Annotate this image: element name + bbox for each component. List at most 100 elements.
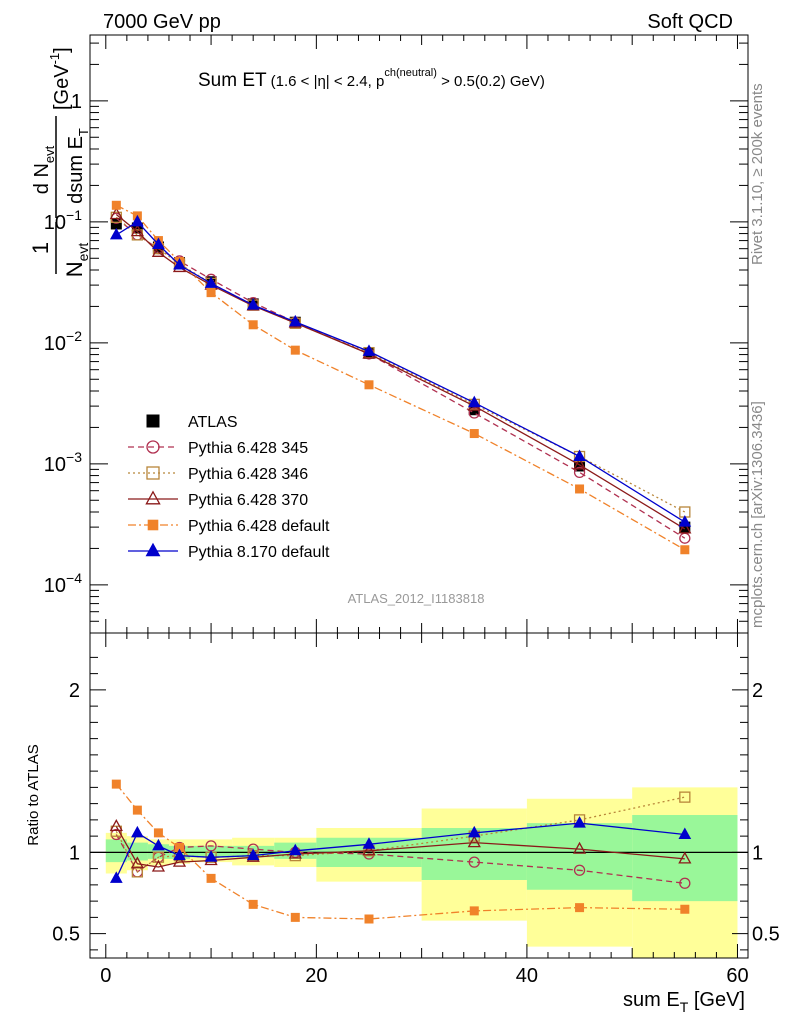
main-panel: 110−110−210−310−4 Sum ET (1.6 < |η| < 2.4… xyxy=(28,34,749,634)
ratio-xtick-label-1: 20 xyxy=(305,965,327,987)
ratio-point-3-6 xyxy=(290,912,300,922)
ratio-point-4-7 xyxy=(362,837,376,849)
ratio-point-4-8 xyxy=(467,825,481,838)
ratio-point-3-10 xyxy=(680,904,690,914)
ratio-series-3 xyxy=(111,779,690,924)
legend-entry-4: Pythia 6.428 default xyxy=(128,518,330,535)
title-suffix: > 0.5(0.2) GeV) xyxy=(437,73,545,90)
main-point-1-8 xyxy=(468,407,480,419)
main-point-1-10 xyxy=(679,532,691,544)
main-point-5-1 xyxy=(131,214,144,227)
legend-entry-3: Pythia 6.428 370 xyxy=(128,490,308,509)
ratio-band-green-0 xyxy=(105,839,127,863)
legend-marker-3 xyxy=(145,490,161,505)
main-ytick-base-1: 10 xyxy=(44,212,66,234)
ratio-point-3-2 xyxy=(153,828,163,838)
ratio-point-4-10 xyxy=(678,827,692,839)
ratio-point-4-9 xyxy=(573,816,586,828)
ratio-xtick-label-0: 0 xyxy=(100,965,111,987)
ratio-point-1-1 xyxy=(131,866,144,878)
ratio-xtick-label-2: 40 xyxy=(516,965,538,987)
ratio-point-4-6 xyxy=(288,843,302,856)
ratio-frame xyxy=(89,632,749,959)
legend-entry-1: Pythia 6.428 345 xyxy=(128,440,308,457)
header-right-label: Soft QCD xyxy=(647,11,733,33)
ratio-point-4-4 xyxy=(204,850,218,862)
ratio-point-4-1 xyxy=(131,825,144,838)
main-point-4-10 xyxy=(680,545,690,555)
main-point-5-3 xyxy=(173,257,186,270)
ratio-xlabel: sum ET [GeV] xyxy=(623,989,745,1015)
ratio-point-0-9 xyxy=(573,864,586,876)
title-main: Sum ET xyxy=(198,70,267,91)
ratio-point-3-4 xyxy=(206,873,216,883)
ratio-point-4-3 xyxy=(173,848,186,861)
ratio-point-2-2 xyxy=(151,859,166,872)
ratio-ytick-label-1: 1 xyxy=(69,842,80,864)
ylabel-n-text: N xyxy=(62,261,87,277)
main-ytick-exp-1: −1 xyxy=(66,207,82,223)
main-series-3 xyxy=(109,207,692,534)
main-point-1-9 xyxy=(573,466,586,479)
xlabel-sub: T xyxy=(680,999,689,1015)
main-point-4-0 xyxy=(111,200,121,210)
ratio-point-4-5 xyxy=(246,848,260,861)
ratio-point-0-8 xyxy=(468,856,480,868)
ratio-point-1-0 xyxy=(110,825,122,837)
main-series-line-1 xyxy=(115,217,686,539)
main-point-4-9 xyxy=(575,484,585,494)
main-point-3-1 xyxy=(130,224,144,237)
legend-label-0: ATLAS xyxy=(188,414,238,431)
main-point-5-5 xyxy=(246,298,260,310)
main-point-5-9 xyxy=(573,449,586,461)
main-ytick-base-4: 10 xyxy=(44,575,66,597)
ratio-band-green-9 xyxy=(526,823,633,890)
main-point-5-2 xyxy=(152,237,165,249)
ylabel-n: Nevt xyxy=(62,243,91,278)
main-ytick-exp-2: −2 xyxy=(66,328,82,344)
ratio-series-4 xyxy=(109,816,692,883)
ylabel-n-sub: evt xyxy=(75,243,91,262)
ratio-ytick-label-2: 2 xyxy=(69,680,80,702)
ratio-point-2-3 xyxy=(172,854,187,867)
legend-label-2: Pythia 6.428 346 xyxy=(188,466,308,483)
ratio-point-3-9 xyxy=(575,903,585,913)
rivet-version-label: Rivet 3.1.10, ≥ 200k events xyxy=(749,83,766,265)
ylabel-dsum-text: dsum E xyxy=(65,136,87,204)
main-point-4-7 xyxy=(364,380,374,390)
ratio-ytick-label-right-1: 1 xyxy=(752,842,763,864)
ratio-point-3-0 xyxy=(111,779,121,789)
ylabel-dsum: dsum ET xyxy=(65,128,91,204)
main-point-3-0 xyxy=(109,207,123,220)
ratio-ytick-label-right-2: 2 xyxy=(752,680,763,702)
main-ytick-label-1: 10−1 xyxy=(44,207,82,234)
ratio-point-2-1 xyxy=(130,856,144,869)
ratio-ytick-label-0: 0.5 xyxy=(52,924,80,946)
ratio-ytick-label-right-0: 0.5 xyxy=(752,924,780,946)
xlabel-unit: [GeV] xyxy=(688,989,745,1011)
legend-marker-5 xyxy=(145,542,161,557)
main-point-5-10 xyxy=(678,515,692,527)
ratio-point-2-10 xyxy=(678,851,692,864)
legend-label-1: Pythia 6.428 345 xyxy=(188,440,308,457)
ratio-uncertainty-bands xyxy=(105,787,738,958)
main-point-4-8 xyxy=(469,429,479,439)
ratio-series-group xyxy=(109,779,692,924)
title-superscript: ch(neutral) xyxy=(384,67,437,79)
main-ytick-label-2: 10−2 xyxy=(44,328,82,355)
ylabel-dn: d Nevt xyxy=(31,145,57,194)
ylabel-dsum-sub: T xyxy=(76,128,91,136)
main-title: Sum ET (1.6 < |η| < 2.4, pch(neutral) > 0… xyxy=(198,67,545,91)
ratio-point-4-0 xyxy=(109,871,123,883)
legend-label-3: Pythia 6.428 370 xyxy=(188,492,308,509)
legend-marker-1 xyxy=(146,440,160,454)
legend-label-5: Pythia 8.170 default xyxy=(188,544,330,561)
legend-marker-0 xyxy=(146,414,160,428)
title-detail: (1.6 < |η| < 2.4, p xyxy=(271,73,385,90)
main-axes: 110−110−210−310−4 xyxy=(44,35,748,634)
main-point-4-4 xyxy=(206,288,216,298)
mcplots-label: mcplots.cern.ch [arXiv:1306.3436] xyxy=(749,401,766,628)
main-point-4-6 xyxy=(290,345,300,355)
main-point-5-6 xyxy=(288,314,302,327)
